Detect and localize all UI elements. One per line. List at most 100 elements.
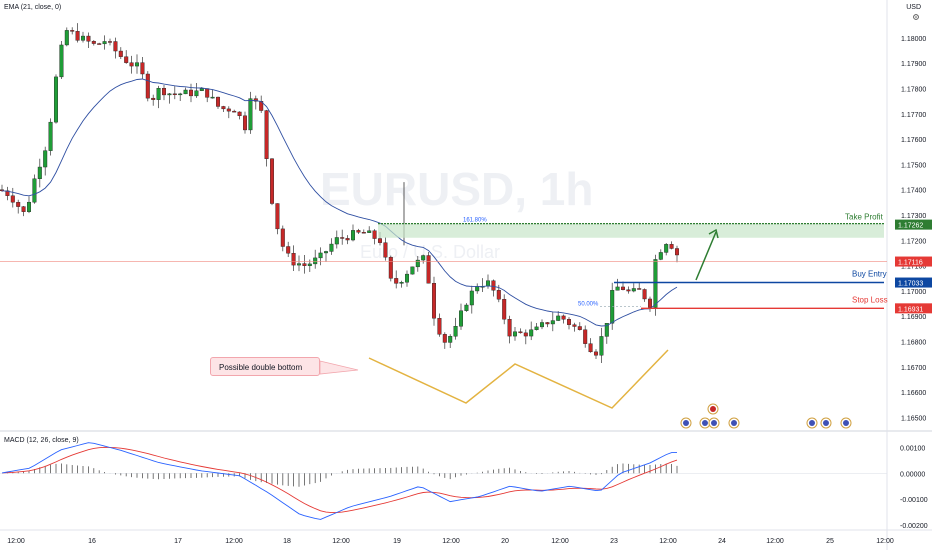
candle — [577, 326, 582, 330]
candle — [394, 278, 399, 284]
candle — [113, 41, 118, 52]
current-price-badge-bg — [895, 256, 932, 267]
candle — [54, 76, 59, 123]
time-tick-label: 12:00 — [659, 538, 677, 545]
candle — [658, 252, 663, 260]
candle — [534, 326, 539, 330]
candle — [567, 319, 572, 325]
candle — [518, 331, 523, 334]
candle — [86, 35, 91, 42]
target-arrow-head — [708, 228, 719, 239]
candle — [507, 319, 512, 337]
candle — [415, 259, 420, 268]
candle — [561, 315, 566, 320]
ema-line — [1, 78, 678, 327]
take-profit-badge-bg — [895, 219, 932, 230]
candle — [464, 304, 469, 311]
price-tick-label: 1.17700 — [901, 112, 926, 119]
candle — [604, 323, 609, 337]
candle — [140, 62, 145, 75]
time-tick-label: 17 — [174, 538, 182, 545]
candle — [264, 110, 269, 159]
candle — [475, 286, 480, 292]
watermark-symbol: EURUSD, 1h — [320, 163, 593, 215]
candle — [297, 263, 302, 266]
candle — [302, 263, 307, 266]
candle — [372, 230, 377, 239]
candle — [340, 237, 345, 239]
price-tick-label: 1.17600 — [901, 137, 926, 144]
candle — [453, 326, 458, 337]
candle — [432, 283, 437, 319]
candle — [550, 320, 555, 325]
candle — [529, 329, 534, 337]
price-tick-label: 1.16700 — [901, 365, 926, 372]
candle — [615, 286, 620, 291]
candle — [664, 244, 669, 253]
candle — [523, 332, 528, 337]
macd-tick-label: 0.00100 — [900, 445, 925, 452]
event-flag-icon-inner — [710, 406, 716, 412]
macd-tick-label: -0.00100 — [900, 497, 928, 504]
candle — [167, 93, 172, 96]
price-tick-label: 1.16900 — [901, 314, 926, 321]
candle — [318, 252, 323, 259]
candle — [291, 253, 296, 266]
candle — [437, 318, 442, 335]
candle — [124, 56, 129, 63]
candle — [572, 324, 577, 327]
candle — [513, 331, 518, 337]
currency-label[interactable]: USD — [906, 4, 921, 11]
candle — [540, 322, 545, 328]
candle — [286, 246, 291, 254]
macd-histogram — [7, 463, 678, 487]
event-flag-icon-inner — [683, 420, 689, 426]
event-flag-icon-inner — [809, 420, 815, 426]
price-tick-label: 1.17200 — [901, 238, 926, 245]
candle — [27, 201, 32, 212]
candle — [102, 41, 107, 45]
price-tick-label: 1.16800 — [901, 339, 926, 346]
macd-legend[interactable]: MACD (12, 26, close, 9) — [4, 437, 79, 444]
candle — [151, 97, 156, 100]
gear-icon[interactable] — [912, 13, 920, 21]
candle — [653, 259, 658, 308]
macd-line — [1, 442, 677, 520]
candle — [248, 98, 253, 131]
candle — [16, 202, 21, 207]
candle — [172, 93, 177, 96]
candle — [329, 243, 334, 252]
candle — [313, 257, 318, 265]
price-tick-label: 1.17500 — [901, 162, 926, 169]
candle — [188, 89, 193, 97]
candle — [237, 111, 242, 117]
candle — [469, 290, 474, 306]
buy-entry-label: Buy Entry — [852, 270, 887, 279]
candle — [134, 62, 139, 67]
candle — [426, 255, 431, 284]
candle — [253, 98, 258, 102]
price-tick-label: 1.17100 — [901, 264, 926, 271]
candle — [32, 178, 37, 203]
price-tick-label: 1.17300 — [901, 213, 926, 220]
time-tick-label: 12:00 — [7, 538, 25, 545]
candle — [637, 288, 642, 290]
candle — [64, 30, 69, 46]
candle — [307, 263, 312, 266]
candle — [621, 286, 626, 290]
candle — [280, 228, 285, 247]
candle — [80, 35, 85, 41]
stop-loss-badge-bg — [895, 303, 932, 314]
time-tick-label: 12:00 — [766, 538, 784, 545]
candle — [183, 89, 188, 95]
current-price-badge: 1.17116 — [898, 260, 923, 267]
candle — [194, 90, 199, 97]
candle — [675, 248, 680, 256]
candle — [75, 31, 80, 41]
candle — [642, 289, 647, 300]
ema-legend[interactable]: EMA (21, close, 0) — [4, 4, 62, 11]
candle — [588, 343, 593, 353]
candle — [556, 315, 561, 321]
